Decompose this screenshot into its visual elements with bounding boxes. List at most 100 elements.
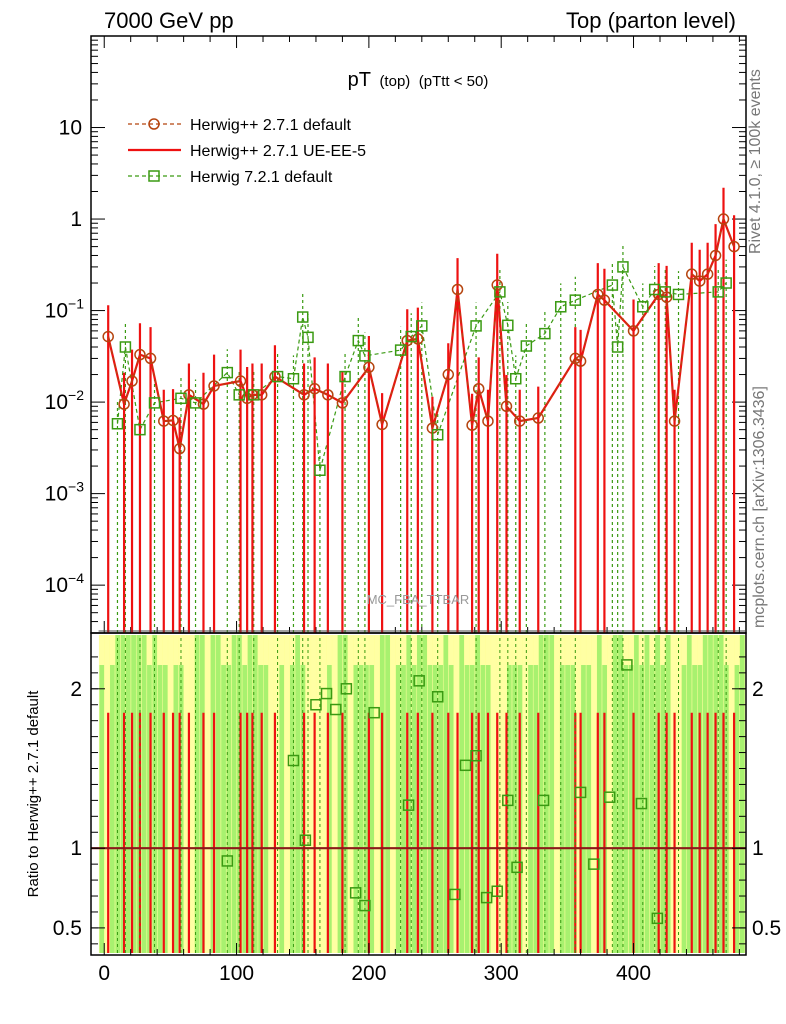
- title-main: pT: [348, 69, 371, 91]
- herwig7-marker: [416, 320, 428, 332]
- herwig7-marker: [431, 428, 444, 441]
- title-sub2: (pTtt < 50): [419, 73, 489, 90]
- ratio-band-green: [644, 635, 650, 953]
- ratio-band-yellow: [501, 635, 507, 953]
- ratio-herwig7-marker: [340, 683, 353, 695]
- herwig7-marker: [617, 261, 629, 273]
- ratio-y-tick-label: 1: [70, 837, 82, 860]
- herwigpp-default-marker: [500, 400, 513, 413]
- herwigpp-default-marker: [668, 415, 681, 427]
- herwig7-marker: [470, 320, 482, 332]
- ratio-band-green: [665, 635, 671, 953]
- ratio-band-green: [173, 665, 179, 953]
- herwig7-marker: [672, 288, 685, 301]
- herwigpp-default-marker: [376, 418, 388, 431]
- ratio-y-tick-label-right: 2: [752, 678, 764, 701]
- ratio-band-green: [141, 635, 147, 953]
- ratio-band-green: [618, 635, 623, 953]
- ratio-band-yellow: [575, 635, 582, 953]
- y-tick-label: 10−4: [45, 570, 85, 597]
- ratio-band-green: [417, 635, 422, 953]
- ratio-herwig7-marker: [491, 885, 503, 897]
- herwigpp-default-marker: [627, 325, 640, 337]
- herwigpp-default-marker: [134, 348, 146, 361]
- ratio-band-green: [263, 665, 269, 953]
- ratio-band-green: [327, 665, 332, 953]
- ratio-y-tick-label-right: 0.5: [752, 917, 781, 940]
- ratio-band-green: [353, 665, 359, 953]
- y-tick-label-base: 10: [59, 117, 82, 140]
- ratio-herwig7-marker: [287, 754, 300, 767]
- ratio-band-yellow: [495, 635, 502, 953]
- herwigpp-default-marker: [728, 240, 740, 253]
- ratio-band-green: [681, 665, 687, 953]
- ratio-herwig7-marker: [221, 855, 234, 867]
- herwig7-marker: [175, 392, 187, 405]
- herwig7-marker: [287, 372, 300, 385]
- ratio-band-green: [157, 665, 163, 953]
- header-right: Top (parton level): [566, 8, 736, 33]
- ratio-band-green: [247, 635, 253, 953]
- herwigpp-default-marker: [442, 368, 455, 381]
- ratio-herwig7-marker: [588, 858, 600, 870]
- herwigpp-default-marker: [298, 389, 310, 401]
- ratio-band-green: [544, 635, 549, 953]
- analysis-watermark: MC_FBA_TTBAR: [367, 592, 470, 607]
- herwigpp-default-marker: [513, 415, 526, 427]
- ratio-herwig7-marker: [574, 786, 587, 799]
- ratio-band-yellow: [204, 635, 211, 953]
- herwig7-marker: [405, 330, 417, 343]
- ratio-band-green: [708, 635, 713, 953]
- herwigpp-default-marker: [592, 288, 604, 301]
- ratio-band-green: [110, 665, 115, 953]
- x-tick-label: 0: [98, 962, 110, 985]
- legend-label-2: Herwig 7.2.1 default: [190, 169, 333, 186]
- herwigpp-default-marker: [472, 382, 485, 395]
- ratio-band-green: [369, 665, 375, 953]
- ratio-band-green: [692, 665, 698, 953]
- ratio-band-green: [559, 665, 565, 953]
- ratio-herwig7-marker: [651, 912, 664, 925]
- herwigpp-default-marker: [685, 268, 698, 280]
- ratio-band-green: [586, 665, 592, 953]
- herwigpp-default-line: [107, 216, 735, 449]
- y-tick-label-base: 10: [45, 300, 68, 323]
- herwigpp-default-marker: [363, 361, 375, 374]
- ratio-band-green: [506, 665, 512, 953]
- ratio-band-green: [289, 665, 295, 953]
- ratio-band-green: [221, 665, 226, 953]
- ratio-band-green: [427, 665, 433, 953]
- y-tick-label-base: 10: [45, 574, 68, 597]
- ratio-band-green: [295, 635, 301, 953]
- herwigpp-default-marker: [308, 382, 321, 395]
- herwigpp-default-marker: [574, 355, 587, 367]
- y-tick-label-base: 1: [70, 208, 82, 231]
- ratio-band-green: [242, 665, 248, 953]
- herwigpp-default-marker: [102, 330, 114, 343]
- herwigpp-default-marker: [118, 398, 130, 410]
- ratio-band-green: [438, 665, 443, 953]
- ratio-band-green: [422, 635, 428, 953]
- ratio-herwig7-marker: [368, 706, 380, 719]
- herwig7-marker: [539, 327, 551, 340]
- herwigpp-default-marker: [569, 352, 582, 365]
- herwigpp-default-marker: [693, 275, 706, 287]
- ratio-band-yellow: [273, 635, 280, 953]
- herwig7-marker: [148, 397, 161, 409]
- ratio-band-yellow: [607, 635, 613, 953]
- legend: Herwig++ 2.7.1 default Herwig++ 2.7.1 UE…: [128, 117, 366, 186]
- ratio-herwig7-marker: [537, 794, 550, 807]
- y-tick-label-exponent: −2: [68, 387, 84, 403]
- ratio-herwig7-marker: [459, 759, 472, 772]
- legend-marker-circle: [148, 118, 160, 130]
- ratio-band-yellow: [390, 635, 396, 953]
- ratio-band-green: [443, 635, 449, 953]
- title-sub1: (top): [379, 73, 410, 90]
- herwig7-marker: [554, 301, 567, 313]
- y-tick-label: 10−1: [45, 296, 85, 323]
- ratio-band-green: [99, 665, 105, 953]
- plot-title: pT (top) (pTtt < 50): [348, 69, 489, 91]
- herwig7-marker: [712, 286, 724, 298]
- herwigpp-default-marker: [208, 380, 220, 392]
- ratio-band-yellow: [374, 635, 380, 953]
